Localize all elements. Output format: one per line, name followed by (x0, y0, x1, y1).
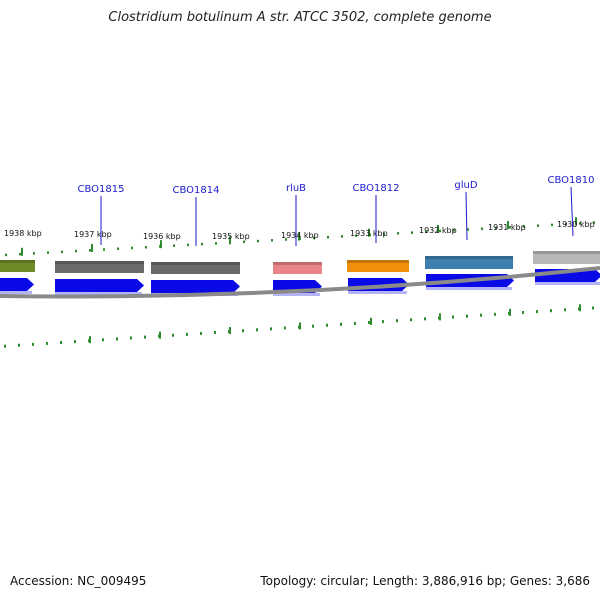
gene-bar (55, 261, 144, 273)
tick-label: 1935 kbp (212, 232, 250, 241)
gene-bar (347, 260, 409, 272)
cds-arrow-shadow (273, 293, 320, 296)
gene-bar-shade (0, 260, 35, 263)
gene-bar (425, 256, 513, 269)
gene-bar-shade (425, 256, 513, 259)
gene-leader-line (465, 191, 468, 241)
gene-label: gluD (454, 180, 477, 191)
tick-label: 1932 kbp (419, 226, 457, 235)
cds-arrow-shadow (535, 282, 600, 285)
accession-text: Accession: NC_009495 (10, 574, 147, 588)
gene-bar (273, 262, 322, 274)
gene-bar-shade (273, 262, 322, 265)
genome-summary: Topology: circular; Length: 3,886,916 bp… (260, 574, 590, 588)
gene-leader-line (570, 186, 574, 237)
tick-label: 1931 kbp (488, 223, 526, 232)
gene-label: rluB (286, 183, 306, 194)
gene-bar-shade (55, 261, 144, 264)
genome-backbone (0, 266, 600, 299)
gene-label: CBO1815 (78, 184, 125, 195)
tick-label: 1930 kbp (557, 220, 595, 229)
gene-bar (533, 251, 600, 264)
cds-arrow (151, 280, 240, 293)
tick-label: 1936 kbp (143, 232, 181, 241)
gene-bar (151, 262, 240, 274)
feature-track (0, 251, 600, 274)
gene-bar-shade (347, 260, 409, 263)
tick-labels: 1938 kbp 1937 kbp 1936 kbp 1935 kbp 1934 kbp… (4, 220, 595, 241)
outer-major-ticks (21, 217, 577, 256)
gene-label: CBO1810 (548, 175, 595, 186)
gene-labels: CBO1815 CBO1814 rluB CBO1812 gluD CBO1810 (78, 175, 595, 246)
cds-arrow-shadow (426, 287, 512, 290)
inner-ticks (4, 304, 594, 348)
tick-label: 1937 kbp (74, 230, 112, 239)
tick-label: 1933 kbp (350, 229, 388, 238)
cds-arrow-shadow (0, 291, 32, 294)
cds-arrow (0, 278, 34, 291)
map-title: Clostridium botulinum A str. ATCC 3502, … (108, 10, 492, 25)
gene-bar-shade (533, 251, 600, 254)
tick-label: 1934 kbp (281, 231, 319, 240)
cds-arrow-shadow (55, 292, 142, 295)
tick-label: 1938 kbp (4, 229, 42, 238)
gene-label: CBO1812 (353, 183, 400, 194)
gene-label: CBO1814 (173, 185, 220, 196)
cds-arrow-shadow (348, 291, 407, 294)
cds-arrow (55, 279, 144, 292)
gene-bar (0, 260, 35, 272)
gene-bar-shade (151, 262, 240, 265)
